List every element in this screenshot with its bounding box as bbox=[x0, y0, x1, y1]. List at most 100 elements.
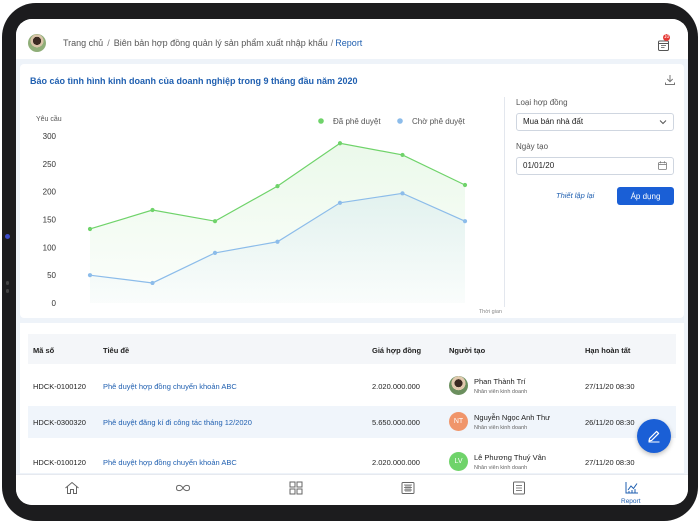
list-icon bbox=[513, 481, 525, 495]
creator-role: Nhân viên kinh doanh bbox=[474, 425, 528, 431]
cell-value: 5.650.000.000 bbox=[372, 418, 420, 427]
data-point bbox=[275, 239, 280, 244]
y-tick-label: 250 bbox=[43, 160, 57, 169]
breadcrumb-home[interactable]: Trang chủ bbox=[63, 38, 104, 48]
edit-fab-button[interactable] bbox=[637, 419, 671, 453]
calculator-icon bbox=[401, 482, 415, 494]
data-point bbox=[462, 182, 468, 188]
series-area bbox=[90, 193, 465, 303]
nav-list[interactable] bbox=[510, 481, 530, 497]
calendar-icon[interactable] bbox=[658, 161, 667, 170]
data-point bbox=[87, 226, 93, 232]
legend-label: Đã phê duyệt bbox=[333, 117, 381, 126]
nav-home[interactable] bbox=[62, 481, 82, 497]
contract-type-select[interactable]: Mua bán nhà đất bbox=[516, 113, 674, 131]
report-card: Báo cáo tình hình kinh doanh của doanh n… bbox=[20, 64, 684, 318]
data-point bbox=[462, 219, 468, 224]
app-screen: Trang chủ / Biên bản hợp đồng quản lý sản … bbox=[16, 19, 688, 505]
x-tick-label: 30/04 bbox=[205, 317, 226, 318]
y-tick-label: 200 bbox=[43, 188, 57, 197]
data-point bbox=[337, 141, 343, 146]
cell-due: 27/11/20 08:30 bbox=[585, 458, 635, 467]
legend-marker bbox=[318, 118, 324, 124]
legend-label: Chờ phê duyệt bbox=[412, 117, 466, 126]
x-tick-label: 31/03 bbox=[142, 317, 163, 318]
column-header-due: Hạn hoàn tất bbox=[585, 346, 631, 355]
creator-name: Lê Phương Thuý Vân bbox=[474, 453, 546, 462]
cell-title-link[interactable]: Phê duyệt đăng kí đi công tác tháng 12/2… bbox=[103, 418, 252, 427]
y-tick-label: 300 bbox=[43, 132, 57, 141]
table-row[interactable]: HDCK-0100120 Phê duyệt hợp đồng chuyển k… bbox=[28, 370, 676, 402]
contract-type-label: Loại hợp đồng bbox=[516, 98, 568, 107]
breadcrumb: Trang chủ / Biên bản hợp đồng quản lý sản … bbox=[63, 38, 363, 48]
date-label: Ngày tạo bbox=[516, 142, 549, 151]
contracts-table: Mã số Tiêu đề Giá hợp đồng Người tạo Hạn… bbox=[20, 323, 684, 473]
legend-marker bbox=[397, 118, 403, 124]
filter-panel: Loại hợp đồng Mua bán nhà đất Ngày tạo 0… bbox=[506, 98, 674, 205]
column-header-value: Giá hợp đồng bbox=[372, 346, 422, 355]
panel-divider bbox=[504, 97, 505, 307]
breadcrumb-section[interactable]: Biên bản hợp đồng quản lý sản phẩm xuất … bbox=[113, 38, 328, 48]
filter-actions: Thiết lập lại Áp dụng bbox=[516, 187, 674, 205]
report-title: Báo cáo tình hình kinh doanh của doanh n… bbox=[30, 76, 358, 86]
tablet-frame: Trang chủ / Biên bản hợp đồng quản lý sản … bbox=[2, 3, 698, 521]
apply-button[interactable]: Áp dụng bbox=[617, 187, 674, 205]
creator-avatar bbox=[449, 376, 468, 395]
notification-button[interactable]: 10 bbox=[658, 34, 670, 51]
cell-code: HDCK-0100120 bbox=[33, 458, 86, 467]
y-tick-label: 150 bbox=[43, 216, 57, 225]
data-point bbox=[275, 184, 280, 189]
date-value: 01/01/20 bbox=[523, 161, 555, 170]
x-axis-label: Thời gian bbox=[479, 309, 502, 315]
column-header-creator: Người tạo bbox=[449, 346, 486, 355]
creator-name: Nguyễn Ngọc Anh Thư bbox=[474, 413, 551, 422]
home-icon bbox=[65, 481, 79, 494]
camera bbox=[5, 234, 10, 239]
report-chart-icon bbox=[625, 482, 638, 494]
creator-name: Phan Thành Trí bbox=[474, 377, 526, 386]
column-header-title: Tiêu đề bbox=[103, 346, 130, 355]
x-tick-label: 29/02 bbox=[80, 317, 101, 318]
chevron-down-icon bbox=[659, 120, 667, 125]
x-tick-label: 31/05 bbox=[267, 317, 288, 318]
creator-role: Nhân viên kinh doanh bbox=[474, 389, 528, 395]
bottom-nav: Report bbox=[16, 474, 688, 505]
notification-badge: 10 bbox=[663, 34, 670, 41]
breadcrumb-current: Report bbox=[335, 38, 363, 48]
table-header: Mã số Tiêu đề Giá hợp đồng Người tạo Hạn… bbox=[28, 334, 676, 364]
cell-code: HDCK-0300320 bbox=[33, 418, 86, 427]
cell-value: 2.020.000.000 bbox=[372, 458, 420, 467]
creator-avatar: NT bbox=[449, 412, 468, 431]
y-axis-label: Yêu cầu bbox=[36, 114, 62, 123]
table-row[interactable]: HDCK-0300320 Phê duyệt đăng kí đi công t… bbox=[28, 406, 676, 438]
date-input[interactable]: 01/01/20 bbox=[516, 157, 674, 175]
x-tick-label: 31/07 bbox=[392, 317, 413, 318]
nav-infinity[interactable] bbox=[172, 481, 192, 497]
creator-role: Nhân viên kinh doanh bbox=[474, 465, 528, 471]
data-point bbox=[212, 219, 218, 224]
data-point bbox=[212, 250, 218, 255]
cell-due: 26/11/20 08:30 bbox=[585, 418, 635, 427]
side-button bbox=[6, 289, 9, 293]
reset-button[interactable]: Thiết lập lại bbox=[556, 191, 595, 200]
user-avatar[interactable] bbox=[28, 34, 46, 52]
cell-title-link[interactable]: Phê duyệt hợp đồng chuyển khoản ABC bbox=[103, 458, 237, 467]
download-icon[interactable] bbox=[664, 74, 676, 86]
y-tick-label: 100 bbox=[43, 243, 57, 252]
line-chart: Yêu cầu 0 50 100 150 200 250 300 29/02 31/03 30/04… bbox=[36, 114, 502, 318]
infinity-icon bbox=[175, 484, 191, 492]
data-point bbox=[150, 280, 155, 286]
calendar-notification-icon bbox=[658, 40, 669, 51]
x-tick-label: 31/08 bbox=[455, 317, 476, 318]
nav-calculator[interactable] bbox=[399, 481, 419, 497]
cell-title-link[interactable]: Phê duyệt hợp đồng chuyển khoản ABC bbox=[103, 382, 237, 391]
data-point bbox=[87, 273, 93, 278]
nav-report[interactable]: Report bbox=[621, 481, 643, 505]
nav-grid[interactable] bbox=[287, 481, 307, 497]
table-row[interactable]: HDCK-0100120 Phê duyệt hợp đồng chuyển k… bbox=[28, 446, 676, 473]
creator-avatar: LV bbox=[449, 452, 468, 471]
cell-due: 27/11/20 08:30 bbox=[585, 382, 635, 391]
side-button bbox=[6, 281, 9, 285]
cell-value: 2.020.000.000 bbox=[372, 382, 420, 391]
cell-code: HDCK-0100120 bbox=[33, 382, 86, 391]
